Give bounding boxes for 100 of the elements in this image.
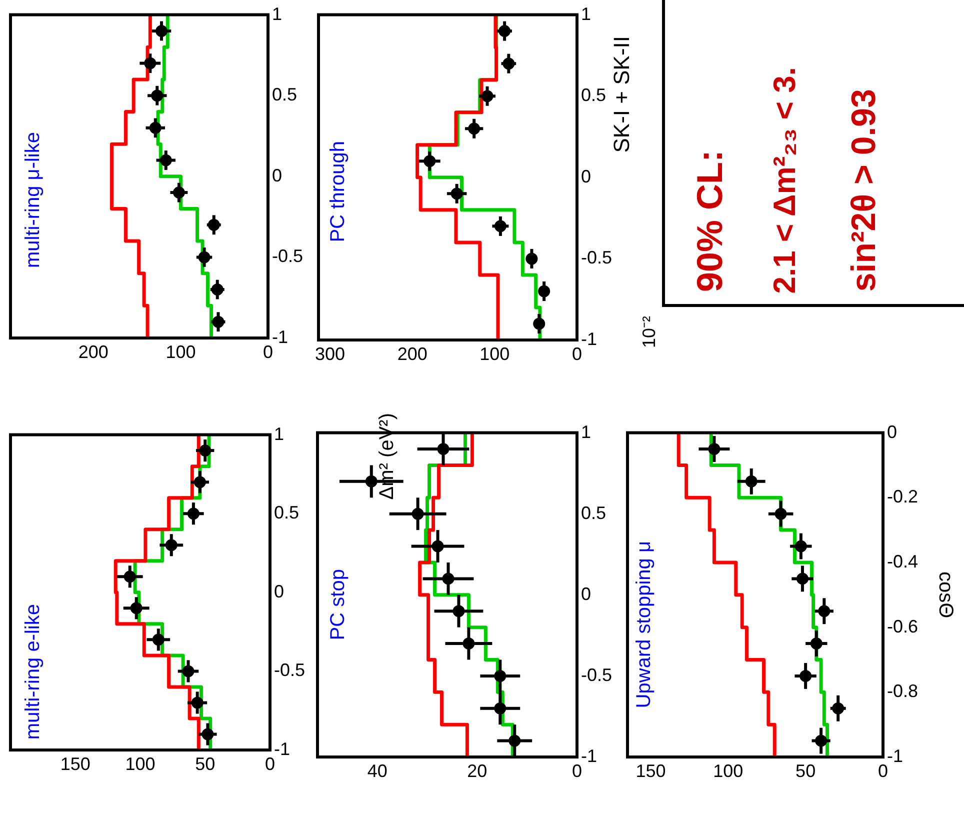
point bbox=[149, 122, 162, 134]
point bbox=[199, 444, 212, 457]
y-tick-label: -0.8 bbox=[887, 681, 918, 702]
point bbox=[494, 220, 506, 232]
y-tick-label: 0 bbox=[581, 584, 592, 604]
y-tick-label: -0.5 bbox=[581, 664, 612, 685]
x-tick-label: 200 bbox=[397, 344, 428, 364]
point bbox=[452, 605, 465, 618]
point bbox=[198, 251, 210, 264]
y-tick-label: -0.4 bbox=[887, 551, 918, 572]
point bbox=[412, 508, 424, 520]
point bbox=[468, 122, 480, 135]
point bbox=[818, 605, 830, 618]
y-tick-label: -1 bbox=[274, 738, 290, 759]
y-tick-label: -1 bbox=[581, 328, 598, 349]
x-tick-label: 50 bbox=[195, 754, 216, 774]
y-tick-label: 1 bbox=[274, 424, 284, 444]
point bbox=[211, 284, 224, 296]
point bbox=[191, 696, 204, 709]
point bbox=[494, 670, 506, 682]
y-tick-label: -0.6 bbox=[887, 616, 918, 636]
point bbox=[794, 540, 807, 552]
point bbox=[498, 25, 511, 38]
point bbox=[130, 602, 142, 614]
x-tick-label: 50 bbox=[796, 760, 816, 781]
text: SK-I + SK-II bbox=[609, 36, 634, 153]
x-tick-label: 150 bbox=[636, 760, 666, 781]
y-tick-label: 0.5 bbox=[272, 84, 298, 105]
point bbox=[502, 58, 515, 70]
point bbox=[533, 318, 546, 330]
point bbox=[365, 475, 378, 488]
text: multi-ring μ-like bbox=[22, 132, 44, 268]
point bbox=[212, 316, 224, 328]
y-tick-label: 0.5 bbox=[581, 502, 606, 523]
point bbox=[708, 443, 720, 456]
point bbox=[815, 734, 828, 747]
point bbox=[462, 638, 475, 650]
point bbox=[810, 638, 822, 650]
y-tick-label: -0.5 bbox=[274, 660, 306, 680]
point bbox=[194, 476, 206, 488]
point bbox=[424, 155, 436, 168]
point bbox=[796, 572, 808, 585]
point bbox=[481, 90, 494, 102]
point bbox=[144, 57, 156, 70]
x-tick-label: 40 bbox=[367, 760, 388, 781]
y-tick-label: -1 bbox=[887, 746, 904, 766]
x-tick-label: 150 bbox=[60, 754, 90, 774]
y-tick-label: -0.5 bbox=[272, 246, 304, 266]
point bbox=[526, 252, 538, 265]
point bbox=[494, 702, 506, 714]
point bbox=[182, 665, 194, 678]
text: Upward stopping μ bbox=[633, 540, 655, 708]
x-tick-label: 100 bbox=[480, 344, 510, 364]
point bbox=[202, 728, 214, 740]
y-tick-label: 0 bbox=[272, 165, 282, 186]
y-tick-label: 1 bbox=[581, 422, 592, 442]
y-tick-label: -0.2 bbox=[887, 486, 918, 507]
y-tick-label: 1 bbox=[581, 4, 592, 24]
point bbox=[800, 670, 812, 682]
x-tick-label: 100 bbox=[125, 754, 156, 774]
y-tick-label: 0.5 bbox=[581, 85, 606, 106]
text: PC stop bbox=[327, 568, 349, 640]
y-tick-label: 0 bbox=[887, 422, 898, 442]
y-axis-title: cosΘ bbox=[934, 572, 956, 618]
y-tick-label: -1 bbox=[272, 326, 288, 347]
y-tick-label: 0 bbox=[274, 581, 284, 602]
point bbox=[160, 154, 172, 166]
text: multi-ring e-like bbox=[22, 604, 44, 740]
y-tick-label: 1 bbox=[272, 4, 282, 24]
x-tick-label: 200 bbox=[78, 342, 108, 362]
point bbox=[538, 285, 550, 298]
point bbox=[832, 702, 844, 714]
point bbox=[745, 475, 758, 488]
point bbox=[450, 188, 463, 200]
point bbox=[437, 443, 450, 456]
text: PC through bbox=[327, 140, 349, 242]
y-tick-label: 0.5 bbox=[274, 502, 300, 523]
point bbox=[124, 570, 136, 583]
point bbox=[508, 734, 521, 747]
point bbox=[152, 634, 164, 646]
point bbox=[165, 539, 178, 552]
x-tick-label: 100 bbox=[713, 760, 744, 781]
y-tick-label: 0 bbox=[581, 166, 592, 186]
y-tick-label: -0.5 bbox=[581, 248, 612, 268]
y-tick-label: -1 bbox=[581, 746, 598, 766]
point bbox=[172, 186, 185, 199]
point bbox=[442, 572, 454, 585]
x-tick-label: 100 bbox=[166, 342, 196, 362]
text: 10⁻² bbox=[639, 316, 660, 348]
point bbox=[187, 508, 200, 520]
annotation: Δm² (eV²) bbox=[376, 413, 398, 500]
text: 2.1 < Δm²₂₃ < 3. bbox=[767, 67, 802, 294]
point bbox=[774, 508, 787, 520]
text: sin²2θ > 0.93 bbox=[845, 89, 884, 292]
text: 90% CL: bbox=[689, 150, 730, 292]
x-tick-label: 300 bbox=[315, 344, 346, 364]
point bbox=[432, 540, 444, 552]
point bbox=[156, 24, 168, 37]
point bbox=[151, 90, 164, 102]
x-tick-label: 20 bbox=[467, 760, 488, 781]
